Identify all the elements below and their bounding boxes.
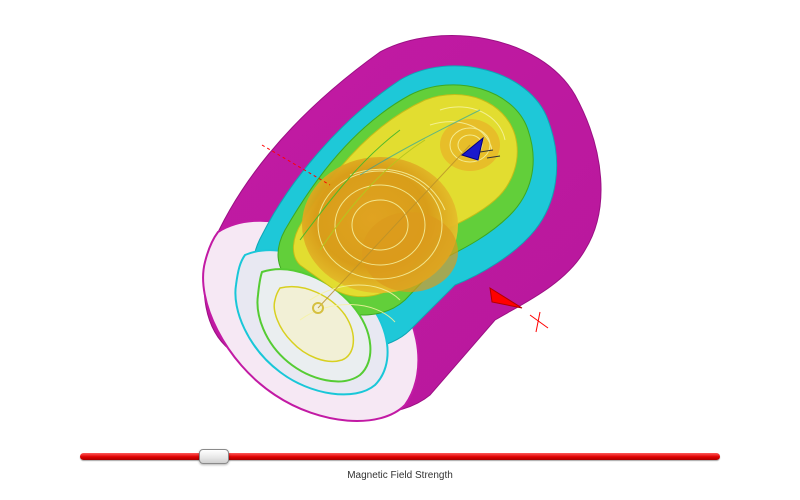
field-strength-slider-thumb[interactable] <box>199 449 230 464</box>
crosshair-marker-icon[interactable] <box>529 311 549 333</box>
slider-label: Magnetic Field Strength <box>347 470 453 481</box>
core-region <box>302 119 500 293</box>
probe-cone-icon[interactable] <box>460 136 501 161</box>
axis-direction-line <box>261 144 331 186</box>
layer-boundary-lines <box>299 109 481 251</box>
center-axis <box>312 144 471 314</box>
axis-arrow-marker[interactable] <box>489 287 523 309</box>
field-strength-slider-track[interactable] <box>80 453 720 460</box>
3d-viewport[interactable] <box>0 0 800 440</box>
